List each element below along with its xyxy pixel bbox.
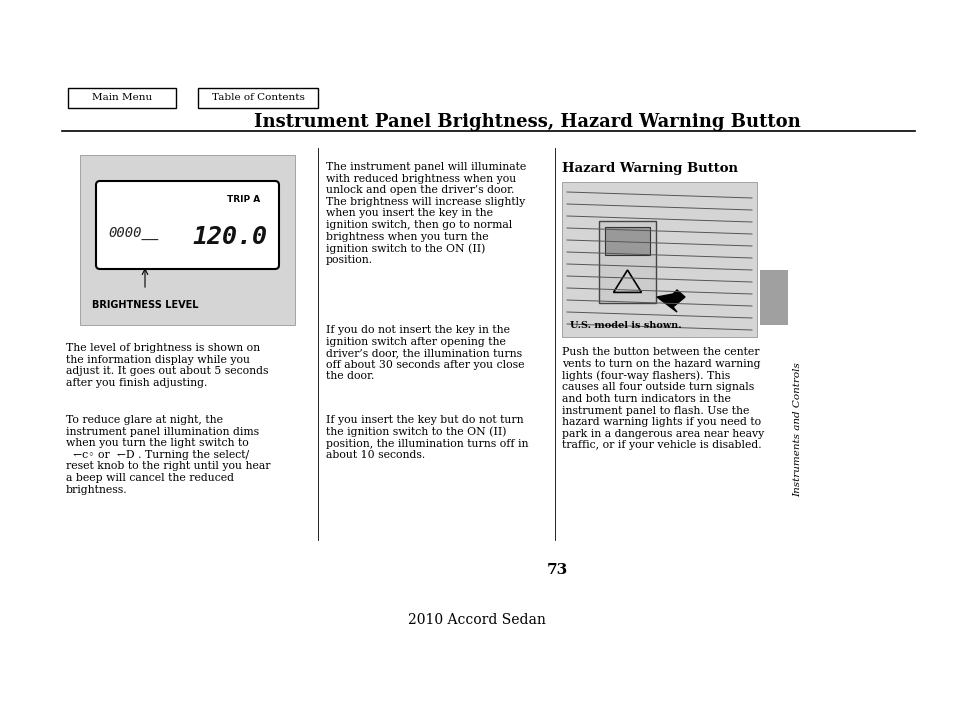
Text: 73: 73 (546, 563, 567, 577)
Text: TRIP A: TRIP A (227, 195, 260, 204)
Bar (198, 88, 317, 108)
Text: Hazard Warning Button: Hazard Warning Button (561, 162, 738, 175)
Bar (80, 155, 294, 325)
Text: 120.0: 120.0 (192, 225, 267, 249)
Text: If you do not insert the key in the
ignition switch after opening the
driver’s d: If you do not insert the key in the igni… (326, 325, 524, 381)
Bar (604, 227, 649, 255)
Text: To reduce glare at night, the
instrument panel illumination dims
when you turn t: To reduce glare at night, the instrument… (66, 415, 271, 495)
Bar (68, 88, 175, 108)
Text: Instruments and Controls: Instruments and Controls (793, 363, 801, 498)
Bar (561, 182, 757, 337)
Text: 2010 Accord Sedan: 2010 Accord Sedan (408, 613, 545, 627)
Text: The instrument panel will illuminate
with reduced brightness when you
unlock and: The instrument panel will illuminate wit… (326, 162, 526, 266)
Text: Instrument Panel Brightness, Hazard Warning Button: Instrument Panel Brightness, Hazard Warn… (253, 113, 800, 131)
Text: 0000__: 0000__ (108, 226, 158, 240)
FancyBboxPatch shape (96, 181, 278, 269)
Text: If you insert the key but do not turn
the ignition switch to the ON (II)
positio: If you insert the key but do not turn th… (326, 415, 528, 461)
Text: Table of Contents: Table of Contents (212, 94, 304, 102)
Polygon shape (657, 290, 684, 312)
Text: Push the button between the center
vents to turn on the hazard warning
lights (f: Push the button between the center vents… (561, 347, 763, 450)
Text: The level of brightness is shown on
the information display while you
adjust it.: The level of brightness is shown on the … (66, 343, 268, 388)
Text: U.S. model is shown.: U.S. model is shown. (569, 320, 680, 329)
Bar (760, 270, 787, 325)
Text: Main Menu: Main Menu (91, 94, 152, 102)
Text: BRIGHTNESS LEVEL: BRIGHTNESS LEVEL (91, 300, 198, 310)
FancyBboxPatch shape (598, 221, 656, 303)
